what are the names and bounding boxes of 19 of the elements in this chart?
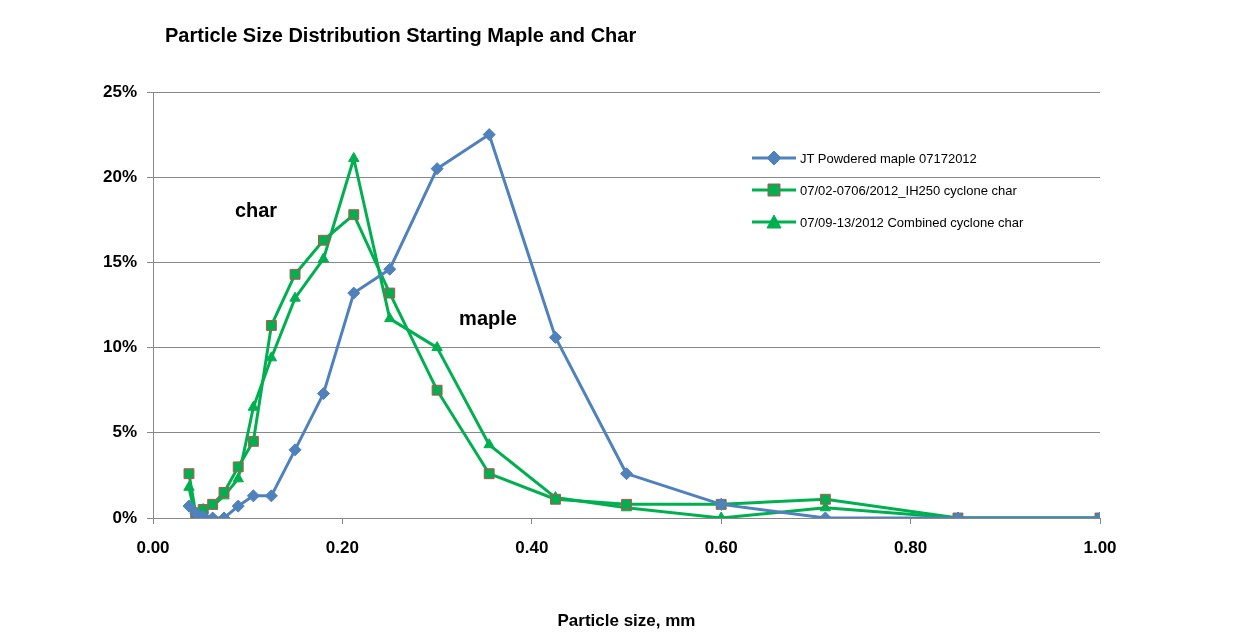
annotation: maple [459,306,517,330]
y-tick-label: 25% [102,81,137,101]
x-tick-label: 0.00 [136,537,170,557]
y-tick-label: 10% [102,337,137,357]
x-tick-label: 1.00 [1083,537,1117,557]
chart-title: Particle Size Distribution Starting Maple and Char [165,24,637,47]
legend-label: JT Powdered maple 07172012 [800,150,977,166]
y-tick-label: 5% [112,422,137,442]
y-tick-label: 0% [112,507,137,527]
annotation: char [234,198,278,222]
x-tick-label: 0.40 [515,537,549,557]
x-tick-label: 0.20 [325,537,359,557]
x-tick-label: 0.80 [894,537,928,557]
y-tick-label: 20% [102,166,137,186]
legend-label: 07/09-13/2012 Combined cyclone char [800,214,1024,230]
x-tick-label: 0.60 [704,537,738,557]
x-axis-title: Particle size, mm [557,611,696,631]
legend-label: 07/02-0706/2012_IH250 cyclone char [800,182,1017,198]
y-tick-label: 15% [102,252,137,272]
